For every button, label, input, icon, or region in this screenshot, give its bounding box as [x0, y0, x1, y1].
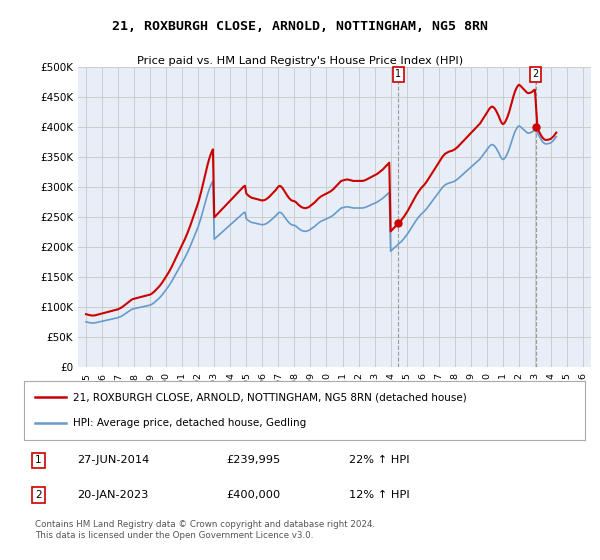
Text: 2: 2 — [533, 69, 539, 80]
Text: 20-JAN-2023: 20-JAN-2023 — [77, 490, 149, 500]
Text: 1: 1 — [395, 69, 401, 80]
Text: Contains HM Land Registry data © Crown copyright and database right 2024.
This d: Contains HM Land Registry data © Crown c… — [35, 520, 376, 540]
Text: 2: 2 — [35, 490, 42, 500]
Text: Price paid vs. HM Land Registry's House Price Index (HPI): Price paid vs. HM Land Registry's House … — [137, 56, 463, 66]
Text: £239,995: £239,995 — [226, 455, 280, 465]
Text: 22% ↑ HPI: 22% ↑ HPI — [349, 455, 410, 465]
Text: £400,000: £400,000 — [226, 490, 280, 500]
Text: 21, ROXBURGH CLOSE, ARNOLD, NOTTINGHAM, NG5 8RN (detached house): 21, ROXBURGH CLOSE, ARNOLD, NOTTINGHAM, … — [73, 392, 467, 402]
Text: 21, ROXBURGH CLOSE, ARNOLD, NOTTINGHAM, NG5 8RN: 21, ROXBURGH CLOSE, ARNOLD, NOTTINGHAM, … — [112, 20, 488, 33]
Text: HPI: Average price, detached house, Gedling: HPI: Average price, detached house, Gedl… — [73, 418, 307, 428]
Text: 27-JUN-2014: 27-JUN-2014 — [77, 455, 149, 465]
Text: 12% ↑ HPI: 12% ↑ HPI — [349, 490, 410, 500]
Text: 1: 1 — [35, 455, 42, 465]
